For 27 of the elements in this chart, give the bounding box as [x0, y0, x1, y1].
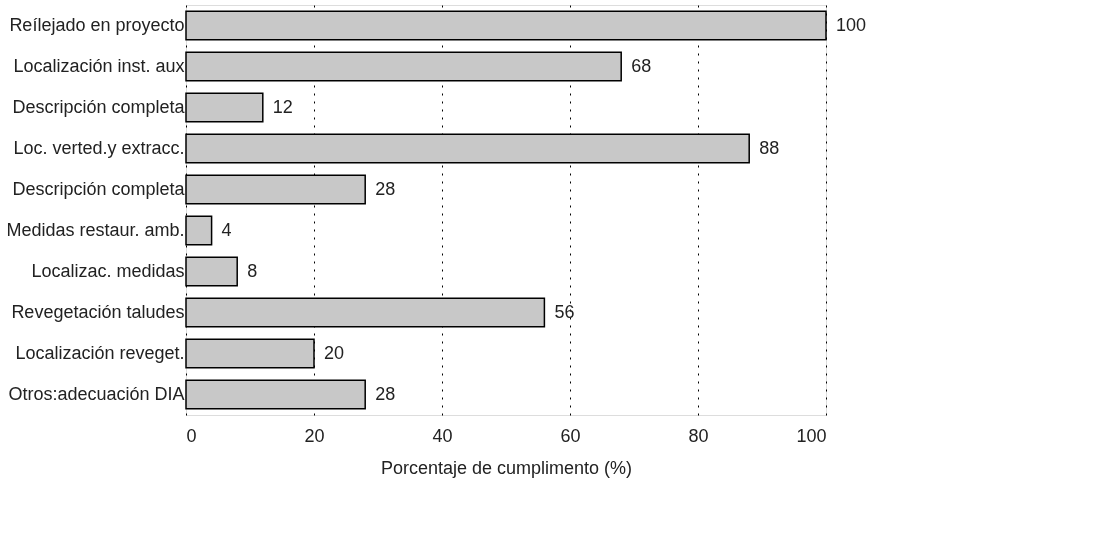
- y-tick-label: Reílejado en proyecto: [9, 14, 185, 35]
- x-tick-label: 100: [796, 425, 827, 446]
- y-tick-label: Descripción completa: [12, 178, 186, 199]
- y-tick-label: Medidas restaur. amb.: [6, 219, 185, 240]
- x-tick-label: 60: [560, 425, 581, 446]
- x-tick-label: 80: [688, 425, 709, 446]
- y-tick-label: Otros:adecuación DIA: [8, 383, 185, 404]
- x-tick-label: 40: [432, 425, 453, 446]
- y-tick-label: Descripción completa: [12, 96, 186, 117]
- x-axis-title: Porcentaje de cumplimento (%): [380, 457, 633, 478]
- data-label: 56: [554, 301, 575, 322]
- y-tick-label: Localización inst. aux: [13, 55, 185, 76]
- data-label: 88: [759, 137, 780, 158]
- y-tick-label: Loc. verted.y extracc.: [13, 137, 185, 158]
- y-tick-label: Localizac. medidas: [31, 260, 185, 281]
- data-label: 100: [836, 14, 867, 35]
- data-label: 68: [631, 55, 652, 76]
- data-label: 8: [247, 260, 258, 281]
- x-tick-label: 0: [186, 425, 197, 446]
- y-tick-label: Localización reveget.: [15, 342, 185, 363]
- data-label: 12: [272, 96, 293, 117]
- x-tick-label: 20: [304, 425, 325, 446]
- data-label: 28: [375, 383, 396, 404]
- data-label: 28: [375, 178, 396, 199]
- data-label: 4: [221, 219, 232, 240]
- data-label: 20: [324, 342, 345, 363]
- y-tick-label: Revegetación taludes: [11, 301, 185, 322]
